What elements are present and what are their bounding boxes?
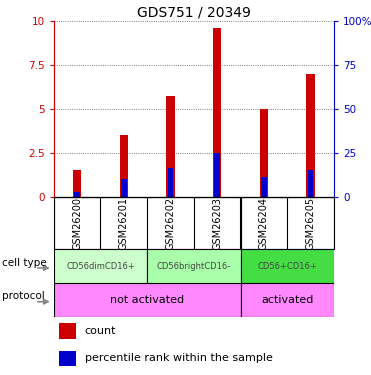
Text: CD56+CD16+: CD56+CD16+ <box>257 262 317 271</box>
Bar <box>261 177 267 197</box>
Bar <box>260 109 268 197</box>
Text: cell type: cell type <box>2 258 46 267</box>
Bar <box>59 351 76 366</box>
Bar <box>213 28 221 197</box>
Bar <box>214 153 220 197</box>
Text: activated: activated <box>261 295 313 305</box>
Title: GDS751 / 20349: GDS751 / 20349 <box>137 6 251 20</box>
Text: protocol: protocol <box>2 291 45 301</box>
Text: GSM26205: GSM26205 <box>306 196 316 250</box>
Text: CD56dimCD16+: CD56dimCD16+ <box>66 262 135 271</box>
Text: GSM26202: GSM26202 <box>165 196 175 250</box>
Bar <box>147 249 240 283</box>
Text: GSM26201: GSM26201 <box>119 196 129 250</box>
Text: GSM26200: GSM26200 <box>72 196 82 250</box>
Bar <box>54 249 147 283</box>
Bar <box>59 323 76 339</box>
Text: CD56brightCD16-: CD56brightCD16- <box>157 262 231 271</box>
Bar <box>168 168 173 197</box>
Text: count: count <box>85 326 116 336</box>
Text: percentile rank within the sample: percentile rank within the sample <box>85 353 272 363</box>
Bar <box>166 96 175 197</box>
Bar <box>54 283 240 317</box>
Bar <box>240 283 334 317</box>
Bar <box>73 170 81 197</box>
Text: GSM26204: GSM26204 <box>259 196 269 250</box>
Bar <box>306 74 315 197</box>
Bar <box>308 170 313 197</box>
Bar <box>240 249 334 283</box>
Bar <box>121 179 127 197</box>
Text: not activated: not activated <box>110 295 184 305</box>
Text: GSM26203: GSM26203 <box>212 196 222 250</box>
Bar <box>119 135 128 197</box>
Bar <box>74 192 80 197</box>
